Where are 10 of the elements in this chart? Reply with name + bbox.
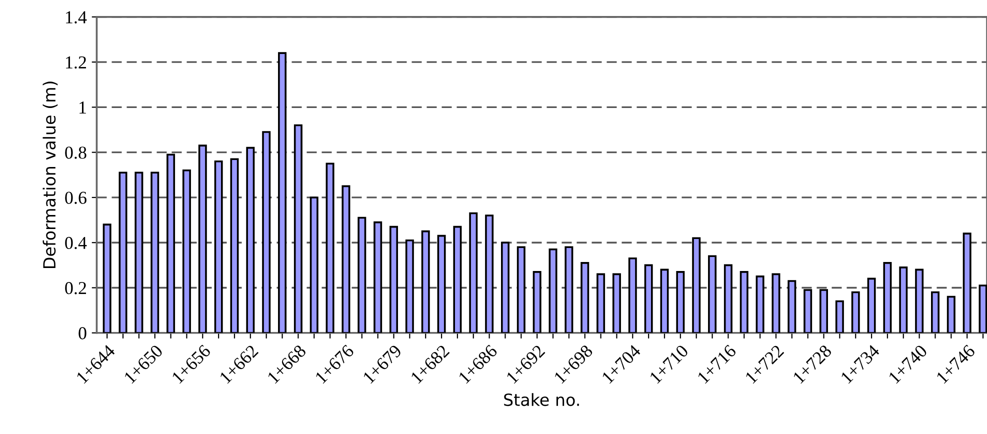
y-tick-label: 1 <box>80 102 86 114</box>
y-tick-label: 0.6 <box>65 192 86 204</box>
y-tick-label: 1.4 <box>66 11 87 24</box>
x-axis-title: Stake no. <box>504 393 579 406</box>
y-tick-label: 1.2 <box>66 56 86 69</box>
y-tick-label: 0.8 <box>65 146 86 159</box>
y-tick-label: 0.2 <box>65 282 86 294</box>
y-tick-label: 0.4 <box>65 236 87 250</box>
y-tick-label: 0 <box>78 327 86 340</box>
y-axis-title: Deformation value (m) <box>42 82 58 268</box>
